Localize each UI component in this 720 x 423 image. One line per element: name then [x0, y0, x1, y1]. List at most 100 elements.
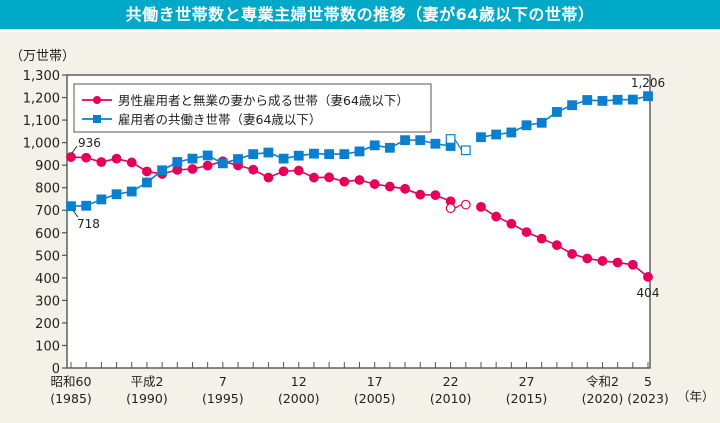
data-point: [400, 183, 410, 194]
data-point: [430, 138, 441, 149]
data-point: [293, 150, 304, 161]
data-label: 404: [637, 286, 660, 300]
data-point: [81, 152, 92, 163]
data-point: [339, 176, 350, 187]
y-tick-label: 1,000: [23, 137, 60, 152]
data-point: [521, 227, 532, 237]
annotation-leader: [72, 209, 79, 218]
x-tick-label-year: (2000): [278, 391, 320, 406]
x-axis-unit-label: （年）: [677, 389, 715, 404]
x-tick-label-era: 5: [644, 374, 652, 389]
data-label: 936: [78, 136, 101, 150]
x-tick-label-year: (1985): [50, 391, 92, 406]
series-1: [66, 152, 653, 282]
data-point: [248, 149, 259, 160]
data-point: [339, 149, 350, 160]
data-point: [354, 175, 365, 185]
data-point: [202, 150, 213, 161]
data-point: [582, 95, 593, 105]
data-point: [460, 199, 471, 210]
data-point: [354, 146, 365, 157]
data-point: [384, 181, 395, 192]
data-label: 1,206: [631, 76, 665, 90]
data-point: [142, 177, 152, 188]
x-tick-label-year: (2020): [582, 391, 624, 406]
data-point: [567, 249, 577, 259]
data-point: [293, 165, 304, 176]
legend: 男性雇用者と無業の妻から成る世帯（妻64歳以下） 雇用者の共働き世帯（妻64歳以…: [73, 83, 432, 133]
data-point: [263, 172, 274, 183]
y-tick-label: 100: [35, 339, 60, 354]
data-point: [597, 96, 608, 106]
data-point: [491, 129, 502, 140]
y-tick-label: 1,200: [23, 92, 60, 107]
x-tick-label-year: (1990): [126, 391, 168, 406]
x-tick-label-era: 7: [219, 374, 227, 389]
data-point: [521, 120, 532, 131]
y-tick-label: 900: [35, 159, 60, 174]
data-point: [551, 240, 562, 251]
data-point: [263, 147, 274, 158]
data-point: [476, 132, 486, 143]
y-tick-label: 1,300: [23, 69, 60, 84]
data-point: [627, 94, 638, 105]
series-line: [454, 204, 463, 209]
legend-box: [73, 83, 432, 133]
x-tick-label-year: (2015): [506, 391, 548, 406]
data-point: [142, 166, 152, 177]
y-tick-label: 200: [35, 317, 60, 332]
data-point: [567, 100, 577, 111]
data-point: [415, 135, 426, 146]
data-point: [126, 157, 137, 168]
data-point: [309, 172, 319, 183]
data-point: [430, 190, 441, 201]
data-point: [233, 154, 243, 164]
data-point: [369, 140, 380, 151]
y-tick-label: 1,100: [23, 114, 60, 129]
x-tick-label-era: 平成2: [130, 374, 163, 389]
data-point: [324, 149, 335, 160]
legend-marker-series-2: [93, 115, 101, 123]
y-axis-unit-label: （万世帯）: [10, 49, 75, 64]
legend-label-series-2: 雇用者の共働き世帯（妻64歳以下）: [118, 112, 321, 127]
data-point: [202, 160, 213, 171]
data-point: [187, 153, 198, 164]
data-point: [126, 186, 137, 197]
data-point: [172, 157, 183, 167]
y-tick-label: 0: [52, 362, 60, 377]
data-point: [187, 164, 198, 174]
data-point: [66, 152, 76, 162]
data-point: [582, 253, 593, 264]
series-line: [454, 138, 463, 151]
data-point: [643, 272, 653, 282]
x-tick-label-era: 17: [367, 374, 383, 389]
data-point: [157, 165, 168, 176]
legend-label-series-1: 男性雇用者と無業の妻から成る世帯（妻64歳以下）: [118, 93, 409, 108]
y-tick-label: 300: [35, 294, 60, 309]
data-point: [506, 127, 517, 138]
data-point: [309, 148, 319, 159]
legend-marker-series-1: [93, 96, 101, 104]
x-tick-label-year: (2023): [627, 391, 669, 406]
y-tick-label: 500: [35, 249, 60, 264]
data-point: [476, 201, 486, 212]
x-tick-label-era: 12: [291, 374, 307, 389]
data-point: [597, 256, 608, 266]
data-point: [369, 179, 380, 189]
data-point: [384, 142, 395, 153]
data-point: [627, 259, 638, 270]
data-point: [445, 134, 456, 144]
x-tick-label-era: 令和2: [586, 374, 619, 389]
data-point: [400, 135, 410, 146]
y-tick-label: 700: [35, 204, 60, 219]
x-tick-label-era: 27: [519, 374, 535, 389]
annotation-leader: [71, 145, 78, 154]
data-point: [536, 233, 547, 244]
data-point: [111, 153, 122, 164]
data-point: [278, 166, 289, 177]
data-point: [96, 157, 107, 167]
data-point: [81, 200, 92, 211]
data-point: [643, 91, 653, 102]
data-point: [551, 107, 562, 117]
